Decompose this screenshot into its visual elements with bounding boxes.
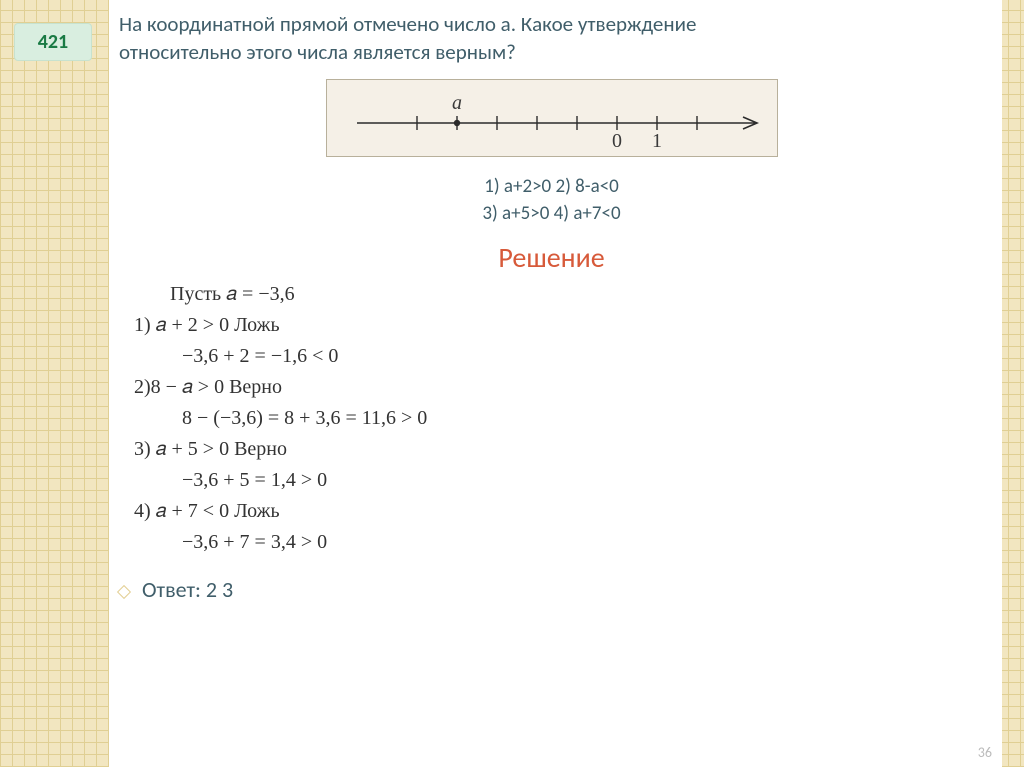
options-row-1: 1) a+2>0 2) 8-a<0 (484, 175, 619, 198)
svg-text:1: 1 (652, 130, 662, 152)
page-number: 36 (978, 744, 992, 761)
svg-text:a: a (452, 92, 462, 114)
options-row-2: 3) a+5>0 4) a+7<0 (482, 202, 620, 225)
problem-statement: На координатной прямой отмечено число a.… (119, 10, 879, 67)
solution-step-1a: 1) 𝑎 + 2 > 0 Ложь (134, 310, 984, 341)
number-line-svg: a 0 1 (327, 80, 777, 156)
bullet-icon (117, 584, 131, 598)
solution-step-1b: −3,6 + 2 = −1,6 < 0 (134, 341, 984, 372)
solution-body: Пусть 𝑎 = −3,6 1) 𝑎 + 2 > 0 Ложь −3,6 + … (134, 279, 984, 558)
solution-step-3b: −3,6 + 5 = 1,4 > 0 (134, 465, 984, 496)
solution-heading: Решение (119, 240, 984, 275)
solution-step-2b: 8 − (−3,6) = 8 + 3,6 = 11,6 > 0 (134, 403, 984, 434)
content-panel: На координатной прямой отмечено число a.… (109, 0, 1002, 767)
solution-step-3a: 3) 𝑎 + 5 > 0 Верно (134, 434, 984, 465)
answer-line: Ответ: 2 3 (119, 576, 984, 603)
solution-let: Пусть 𝑎 = −3,6 (134, 279, 984, 310)
svg-text:0: 0 (612, 130, 622, 152)
answer-text: Ответ: 2 3 (142, 576, 233, 603)
solution-step-2a: 2)8 − 𝑎 > 0 Верно (134, 372, 984, 403)
solution-step-4b: −3,6 + 7 = 3,4 > 0 (134, 527, 984, 558)
solution-step-4a: 4) 𝑎 + 7 < 0 Ложь (134, 496, 984, 527)
problem-number: 421 (38, 30, 68, 54)
number-line-figure: a 0 1 (326, 79, 778, 157)
problem-number-badge: 421 (14, 23, 92, 61)
problem-line-2: относительно этого числа является верным… (119, 39, 516, 65)
answer-options: 1) a+2>0 2) 8-a<0 3) a+5>0 4) a+7<0 (119, 173, 984, 228)
problem-line-1: На координатной прямой отмечено число a.… (119, 11, 696, 37)
